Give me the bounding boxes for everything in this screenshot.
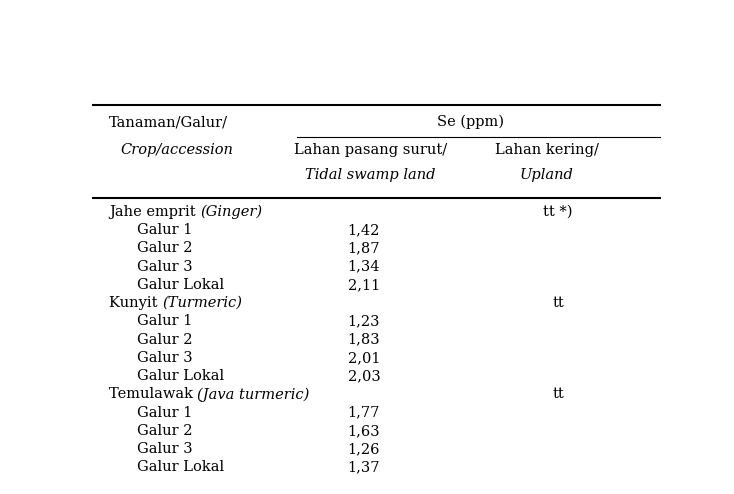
Text: Jahe emprit: Jahe emprit <box>109 205 200 219</box>
Text: (Java turmeric): (Java turmeric) <box>197 387 310 402</box>
Text: Temulawak: Temulawak <box>109 387 197 402</box>
Text: Tidal swamp land: Tidal swamp land <box>305 168 436 182</box>
Text: Se (ppm): Se (ppm) <box>437 115 504 129</box>
Text: 2,01: 2,01 <box>348 351 380 365</box>
Text: (Ginger): (Ginger) <box>200 205 262 219</box>
Text: Crop/accession: Crop/accession <box>120 143 233 157</box>
Text: Galur 3: Galur 3 <box>137 259 193 274</box>
Text: (Turmeric): (Turmeric) <box>162 296 242 310</box>
Text: tt: tt <box>552 387 564 402</box>
Text: Lahan kering/: Lahan kering/ <box>495 143 599 157</box>
Text: 1,87: 1,87 <box>348 242 380 255</box>
Text: Tanaman/Galur/: Tanaman/Galur/ <box>109 115 228 129</box>
Text: 1,77: 1,77 <box>348 406 380 420</box>
Text: Upland: Upland <box>520 168 574 182</box>
Text: tt *): tt *) <box>543 205 573 219</box>
Text: Galur Lokal: Galur Lokal <box>137 460 225 474</box>
Text: 1,34: 1,34 <box>348 259 380 274</box>
Text: Galur 1: Galur 1 <box>137 314 192 329</box>
Text: Galur Lokal: Galur Lokal <box>137 278 225 292</box>
Text: Galur 2: Galur 2 <box>137 242 193 255</box>
Text: 1,23: 1,23 <box>348 314 380 329</box>
Text: Kunyit: Kunyit <box>109 296 162 310</box>
Text: Galur 3: Galur 3 <box>137 442 193 456</box>
Text: Galur 2: Galur 2 <box>137 424 193 438</box>
Text: 1,63: 1,63 <box>348 424 380 438</box>
Text: Galur 1: Galur 1 <box>137 406 192 420</box>
Text: Galur 3: Galur 3 <box>137 351 193 365</box>
Text: 2,11: 2,11 <box>348 278 380 292</box>
Text: Galur Lokal: Galur Lokal <box>137 369 225 383</box>
Text: Galur 2: Galur 2 <box>137 332 193 347</box>
Text: 1,26: 1,26 <box>348 442 380 456</box>
Text: 1,83: 1,83 <box>348 332 380 347</box>
Text: tt: tt <box>552 296 564 310</box>
Text: Lahan pasang surut/: Lahan pasang surut/ <box>294 143 447 157</box>
Text: 2,03: 2,03 <box>348 369 380 383</box>
Text: 1,42: 1,42 <box>348 223 380 237</box>
Text: 1,37: 1,37 <box>348 460 380 474</box>
Text: Galur 1: Galur 1 <box>137 223 192 237</box>
